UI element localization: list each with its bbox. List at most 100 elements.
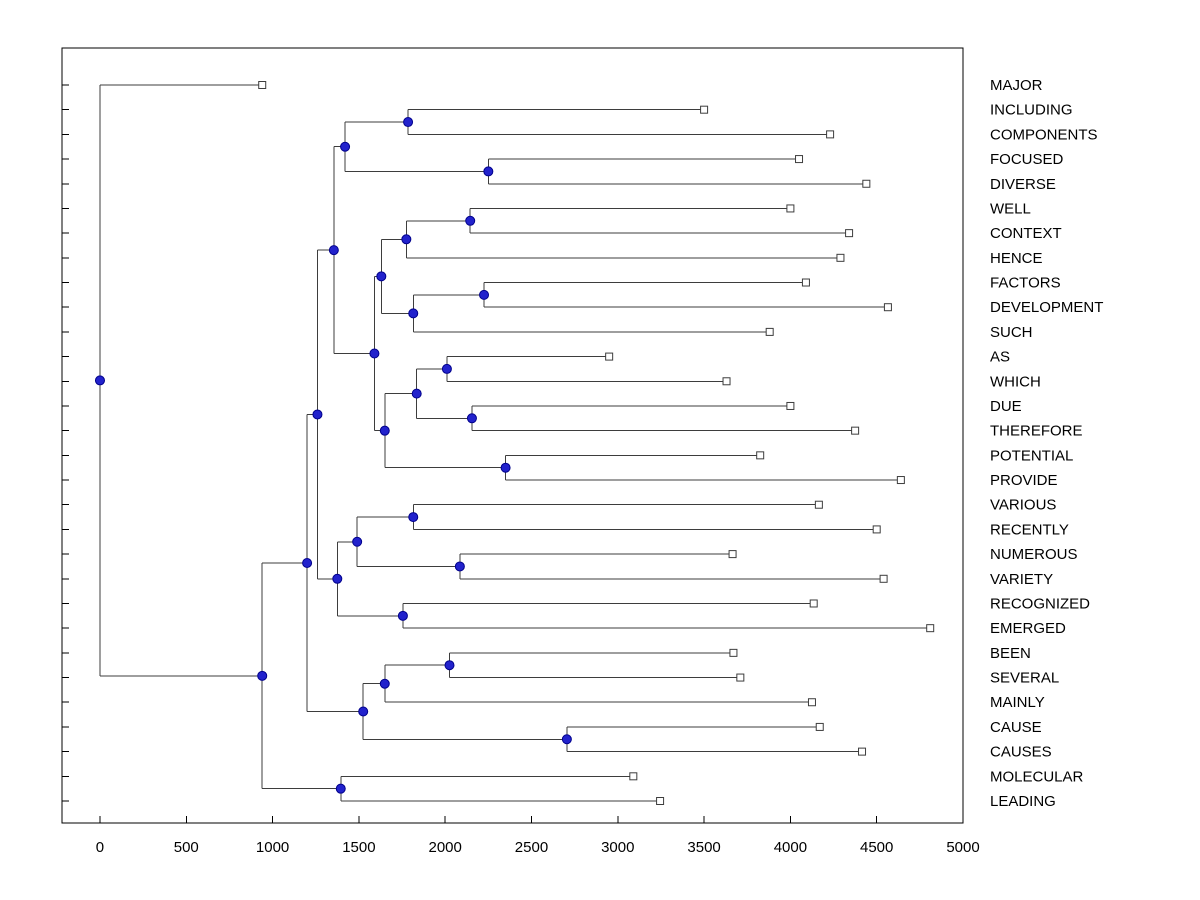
internal-node-marker[interactable] — [340, 141, 351, 152]
leaf-label: AS — [990, 349, 1010, 366]
internal-node-marker[interactable] — [479, 289, 490, 300]
leaf-label: DIVERSE — [990, 176, 1056, 193]
leaf-label: SEVERAL — [990, 670, 1059, 687]
leaf-label: RECOGNIZED — [990, 595, 1090, 612]
internal-node-marker[interactable] — [444, 660, 455, 671]
leaf-node-marker[interactable] — [896, 476, 905, 485]
leaf-node-marker[interactable] — [814, 500, 823, 509]
leaf-node-marker[interactable] — [845, 229, 854, 238]
leaf-node-marker[interactable] — [807, 698, 816, 707]
leaf-node-marker[interactable] — [809, 599, 818, 608]
internal-node-marker[interactable] — [335, 783, 346, 794]
leaf-label: CAUSE — [990, 719, 1042, 736]
internal-node-marker[interactable] — [403, 117, 414, 128]
leaf-label: HENCE — [990, 250, 1043, 267]
leaf-node-marker[interactable] — [736, 673, 745, 682]
internal-node-marker[interactable] — [369, 348, 380, 359]
leaf-node-marker[interactable] — [879, 574, 888, 583]
internal-node-marker[interactable] — [302, 557, 313, 568]
internal-node-marker[interactable] — [401, 234, 412, 245]
internal-node-marker[interactable] — [465, 215, 476, 226]
leaf-label: EMERGED — [990, 620, 1066, 637]
leaf-label: DUE — [990, 398, 1022, 415]
leaf-node-marker[interactable] — [826, 130, 835, 139]
internal-node-marker[interactable] — [358, 706, 369, 717]
internal-node-marker[interactable] — [397, 610, 408, 621]
leaf-label: VARIOUS — [990, 497, 1056, 514]
leaf-node-marker[interactable] — [883, 303, 892, 312]
leaf-label: MAINLY — [990, 694, 1045, 711]
leaf-node-marker[interactable] — [836, 253, 845, 262]
leaf-label: DEVELOPMENT — [990, 299, 1103, 316]
x-axis-tick-label: 5000 — [946, 839, 979, 856]
leaf-label: SUCH — [990, 324, 1033, 341]
internal-node-marker[interactable] — [500, 462, 511, 473]
leaf-label: MAJOR — [990, 77, 1043, 94]
x-axis-tick-label: 1500 — [342, 839, 375, 856]
internal-node-marker[interactable] — [328, 245, 339, 256]
leaf-label: VARIETY — [990, 571, 1053, 588]
leaf-node-marker[interactable] — [858, 747, 867, 756]
x-axis-tick-label: 2500 — [515, 839, 548, 856]
leaf-node-marker[interactable] — [700, 105, 709, 114]
x-axis-tick-label: 1000 — [256, 839, 289, 856]
internal-node-marker[interactable] — [379, 678, 390, 689]
x-axis-tick-label: 500 — [174, 839, 199, 856]
x-axis-tick-label: 3500 — [687, 839, 720, 856]
x-axis-tick-label: 0 — [96, 839, 104, 856]
internal-node-marker[interactable] — [483, 166, 494, 177]
leaf-label: RECENTLY — [990, 521, 1069, 538]
internal-node-marker[interactable] — [379, 425, 390, 436]
leaf-node-marker[interactable] — [765, 327, 774, 336]
leaf-label: FOCUSED — [990, 151, 1064, 168]
leaf-label: COMPONENTS — [990, 126, 1098, 143]
internal-node-marker[interactable] — [561, 734, 572, 745]
leaf-node-marker[interactable] — [629, 772, 638, 781]
internal-node-marker[interactable] — [376, 271, 387, 282]
plot-border — [61, 47, 964, 824]
leaf-label: CONTEXT — [990, 225, 1062, 242]
internal-node-marker[interactable] — [454, 561, 465, 572]
leaf-label: POTENTIAL — [990, 447, 1073, 464]
internal-node-marker[interactable] — [312, 409, 323, 420]
leaf-label: BEEN — [990, 645, 1031, 662]
internal-node-marker[interactable] — [352, 536, 363, 547]
internal-node-marker[interactable] — [94, 375, 105, 386]
x-axis-tick-label: 3000 — [601, 839, 634, 856]
internal-node-marker[interactable] — [257, 670, 268, 681]
x-axis-tick-label: 4000 — [774, 839, 807, 856]
leaf-node-marker[interactable] — [786, 401, 795, 410]
leaf-label: FACTORS — [990, 275, 1061, 292]
internal-node-marker[interactable] — [441, 363, 452, 374]
leaf-node-marker[interactable] — [795, 155, 804, 164]
leaf-node-marker[interactable] — [786, 204, 795, 213]
leaf-node-marker[interactable] — [815, 722, 824, 731]
leaf-node-marker[interactable] — [851, 426, 860, 435]
leaf-node-marker[interactable] — [258, 81, 267, 89]
leaf-label: NUMEROUS — [990, 546, 1078, 563]
internal-node-marker[interactable] — [411, 388, 422, 399]
leaf-node-marker[interactable] — [756, 451, 765, 460]
leaf-label: CAUSES — [990, 744, 1052, 761]
leaf-node-marker[interactable] — [728, 550, 737, 559]
leaf-node-marker[interactable] — [926, 624, 935, 633]
leaf-label: MOLECULAR — [990, 768, 1084, 785]
internal-node-marker[interactable] — [466, 413, 477, 424]
leaf-node-marker[interactable] — [801, 278, 810, 287]
x-axis-tick-label: 4500 — [860, 839, 893, 856]
leaf-label: PROVIDE — [990, 472, 1058, 489]
x-axis-tick-label: 2000 — [428, 839, 461, 856]
internal-node-marker[interactable] — [408, 512, 419, 523]
internal-node-marker[interactable] — [408, 308, 419, 319]
leaf-label: WHICH — [990, 373, 1041, 390]
leaf-node-marker[interactable] — [872, 525, 881, 534]
leaf-node-marker[interactable] — [722, 377, 731, 386]
leaf-node-marker[interactable] — [605, 352, 614, 361]
internal-node-marker[interactable] — [332, 573, 343, 584]
leaf-node-marker[interactable] — [656, 797, 665, 805]
leaf-node-marker[interactable] — [729, 648, 738, 657]
leaf-label: THEREFORE — [990, 423, 1083, 440]
leaf-node-marker[interactable] — [862, 179, 871, 188]
